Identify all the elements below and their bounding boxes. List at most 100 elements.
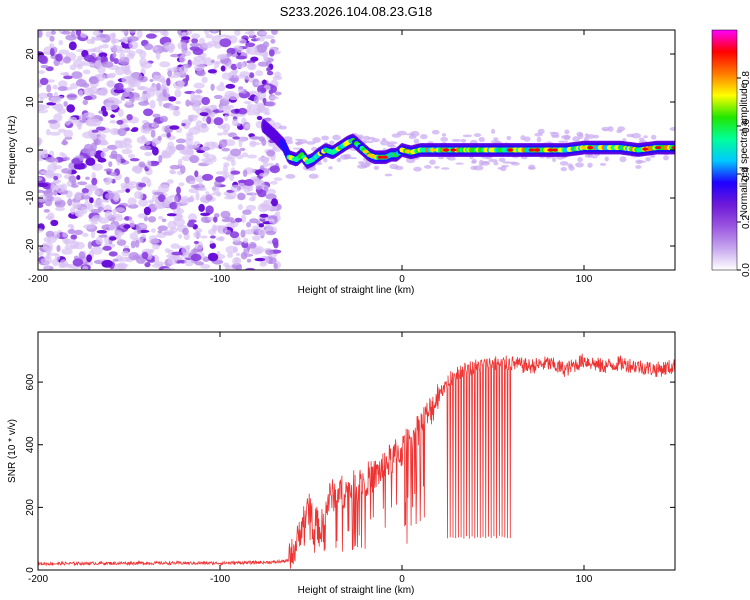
halo-cell [619,156,627,163]
noise-cell [194,94,201,99]
noise-cell [209,242,216,249]
noise-cell [249,136,261,140]
noise-cell [193,141,201,148]
noise-cell [255,185,263,190]
spectrogram-ylabel: Frequency (Hz) [7,116,18,185]
noise-cell [159,78,166,83]
noise-cell [194,170,199,178]
noise-cell [164,128,170,134]
noise-cell [205,154,216,160]
noise-cell [262,51,269,60]
noise-cell [161,218,167,223]
noise-cell [52,84,58,90]
noise-cell [90,217,100,222]
noise-cell [82,69,91,75]
noise-cell [167,96,177,102]
noise-cell [210,235,216,239]
halo-cell [413,166,422,172]
noise-cell [54,200,62,206]
noise-cell [237,89,245,94]
noise-cell [70,234,78,240]
noise-cell [262,160,268,168]
noise-cell [168,146,175,156]
noise-cell [204,57,212,61]
noise-cell [47,236,57,244]
noise-cell [129,232,138,240]
noise-cell [132,127,139,132]
noise-cell [63,56,71,64]
ridge-peak-cell [429,148,436,152]
noise-cell [232,136,240,140]
noise-cell [193,240,199,245]
noise-cell [243,237,249,244]
noise-cell [198,37,206,46]
noise-cell [266,163,275,167]
noise-cell [57,86,68,92]
noise-cell [87,241,93,250]
noise-cell [223,162,230,167]
noise-cell [83,224,95,230]
noise-cell [74,191,82,201]
noise-cell [215,171,227,175]
noise-cell [102,245,112,251]
noise-cell [256,115,263,121]
noise-cell [106,144,118,150]
noise-cell [258,156,270,160]
ridge-peak-cell [534,148,541,152]
noise-cell [67,224,74,228]
noise-cell [210,59,215,64]
colorbar-tick-label: 0.0 [741,263,750,277]
spectrogram-y-tick-label: -20 [25,238,36,253]
noise-cell [162,88,167,98]
noise-cell [144,151,153,157]
noise-cell [202,173,214,181]
halo-cell [348,157,358,160]
halo-cell [386,143,395,148]
noise-cell [164,248,170,253]
noise-cell [40,257,53,265]
noise-cell [110,114,115,118]
noise-cell [58,40,64,46]
snr-series-line [38,353,675,569]
noise-cell [40,77,49,86]
noise-cell [75,30,82,36]
noise-cell [117,128,127,137]
noise-cell [265,101,276,107]
noise-cell [128,50,136,57]
noise-cell [150,129,156,138]
noise-cell [152,194,157,202]
noise-cell [212,185,220,193]
noise-cell [162,267,175,270]
noise-cell [68,41,77,51]
noise-cell [201,76,208,84]
noise-cell [256,91,267,99]
noise-cell [229,231,240,239]
halo-cell [649,154,656,158]
ridge-peak-cell [580,146,587,150]
noise-cell [142,90,147,95]
noise-cell [121,91,130,98]
noise-cell [83,54,95,62]
spectrogram-y-tick-label: -10 [25,190,36,205]
noise-cell [237,204,243,211]
noise-cell [178,66,188,74]
noise-cell [138,182,147,188]
noise-cell [213,117,224,126]
noise-cell [100,151,107,158]
halo-cell [602,129,609,132]
noise-cell [96,73,106,82]
noise-cell [246,154,258,159]
noise-cell [139,145,152,151]
noise-cell [53,175,59,181]
halo-cell [451,138,462,142]
noise-cell [254,257,266,262]
noise-cell [232,257,242,266]
noise-cell [200,235,208,239]
noise-cell [230,170,241,175]
snr-frame [37,331,676,571]
noise-cell [38,70,45,74]
noise-cell [98,110,103,114]
halo-cell [373,165,380,170]
halo-cell [286,140,294,145]
noise-cell [84,184,97,190]
